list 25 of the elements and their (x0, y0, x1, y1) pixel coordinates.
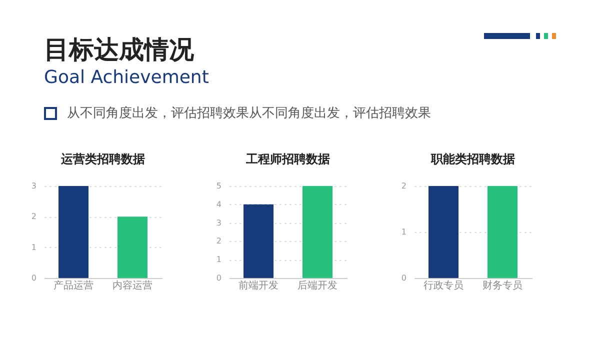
y-tick-label: 2 (216, 236, 222, 246)
y-tick-label: 1 (31, 242, 36, 252)
y-tick-label: 0 (31, 274, 36, 282)
y-tick-label: 2 (31, 212, 36, 222)
y-tick-label: 4 (216, 200, 222, 209)
x-tick-label: 后端开发 (298, 280, 338, 292)
y-tick-label: 0 (401, 274, 406, 282)
y-tick-label: 0 (216, 274, 222, 282)
chart-title: 运营类招聘数据 (60, 152, 145, 166)
y-tick-label: 1 (216, 255, 222, 264)
text: 从不同角度出发，评估招聘效果从不同角度出发，评估招聘效果 (67, 105, 431, 122)
text: Goal Achievement (44, 66, 210, 90)
x-tick-label: 行政专员 (424, 280, 464, 292)
chart-title: 职能类招聘数据 (430, 152, 515, 166)
x-tick-label: 产品运营 (54, 280, 94, 292)
y-tick-label: 2 (401, 182, 406, 190)
y-tick-label: 1 (401, 228, 406, 236)
y-tick-label: 5 (216, 182, 222, 190)
y-tick-label: 3 (216, 218, 222, 228)
text: 目标达成情况 (44, 34, 195, 66)
x-tick-label: 内容运营 (112, 280, 152, 292)
x-tick-label: 前端开发 (238, 280, 278, 292)
x-tick-label: 财务专员 (482, 280, 522, 292)
chart-title: 工程师招聘数据 (245, 152, 330, 166)
y-tick-label: 3 (31, 182, 36, 190)
